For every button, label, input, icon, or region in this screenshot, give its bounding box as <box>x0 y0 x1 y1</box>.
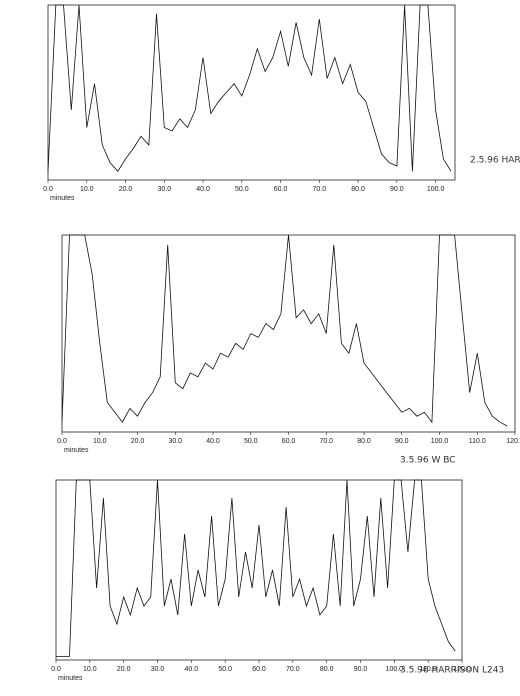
x-axis-label: minutes <box>64 447 89 454</box>
x-tick-label: 120.0 <box>506 438 520 445</box>
plot-frame <box>47 4 456 181</box>
x-tick-label: 110.0 <box>469 438 486 445</box>
x-tick-label: 110.0 <box>420 666 437 673</box>
x-tick-label: 0.0 <box>43 186 53 193</box>
x-tick-label: 80.0 <box>351 186 365 193</box>
x-tick-label: 60.0 <box>274 186 288 193</box>
x-tick-label: 70.0 <box>313 186 327 193</box>
x-tick-label: 40.0 <box>206 438 220 445</box>
x-tick-label: 50.0 <box>244 438 258 445</box>
x-tick-label: 120.0 <box>453 666 471 673</box>
trace <box>47 4 452 172</box>
x-tick-label: 100.0 <box>427 186 445 193</box>
x-tick-label: 80.0 <box>320 666 334 673</box>
x-tick-label: 60.0 <box>282 438 296 445</box>
x-tick-label: 100.0 <box>386 666 404 673</box>
x-tick-label: 50.0 <box>235 186 249 193</box>
x-tick-label: 30.0 <box>157 186 171 193</box>
x-axis-label: minutes <box>58 675 83 682</box>
x-tick-label: 20.0 <box>119 186 133 193</box>
x-tick-label: 50.0 <box>218 666 232 673</box>
x-tick-label: 10.0 <box>80 186 94 193</box>
annotation: 3.5.96 HARRISON L243 <box>400 666 504 676</box>
x-tick-label: 30.0 <box>168 438 182 445</box>
x-tick-label: 0.0 <box>51 666 61 673</box>
x-tick-label: 100.0 <box>431 438 449 445</box>
plot-frame <box>55 479 463 661</box>
x-tick-label: 40.0 <box>196 186 210 193</box>
x-tick-label: 70.0 <box>319 438 333 445</box>
x-tick-label: 90.0 <box>354 666 368 673</box>
x-tick-label: 90.0 <box>395 438 409 445</box>
x-tick-label: 80.0 <box>357 438 371 445</box>
x-tick-label: 0.0 <box>57 438 67 445</box>
x-tick-label: 20.0 <box>131 438 145 445</box>
plot-frame <box>61 234 516 433</box>
annotation: 2.5.96 HARRISON <box>470 156 520 166</box>
x-axis-label: minutes <box>50 195 75 202</box>
x-tick-label: 10.0 <box>93 438 107 445</box>
annotation: 3.5.96 W BC <box>400 456 456 466</box>
x-tick-label: 70.0 <box>286 666 300 673</box>
trace <box>56 479 456 657</box>
x-tick-label: 20.0 <box>117 666 131 673</box>
x-tick-label: 60.0 <box>252 666 266 673</box>
x-tick-label: 30.0 <box>151 666 165 673</box>
x-tick-label: 90.0 <box>390 186 404 193</box>
trace <box>61 234 508 427</box>
x-tick-label: 10.0 <box>83 666 97 673</box>
x-tick-label: 40.0 <box>185 666 199 673</box>
